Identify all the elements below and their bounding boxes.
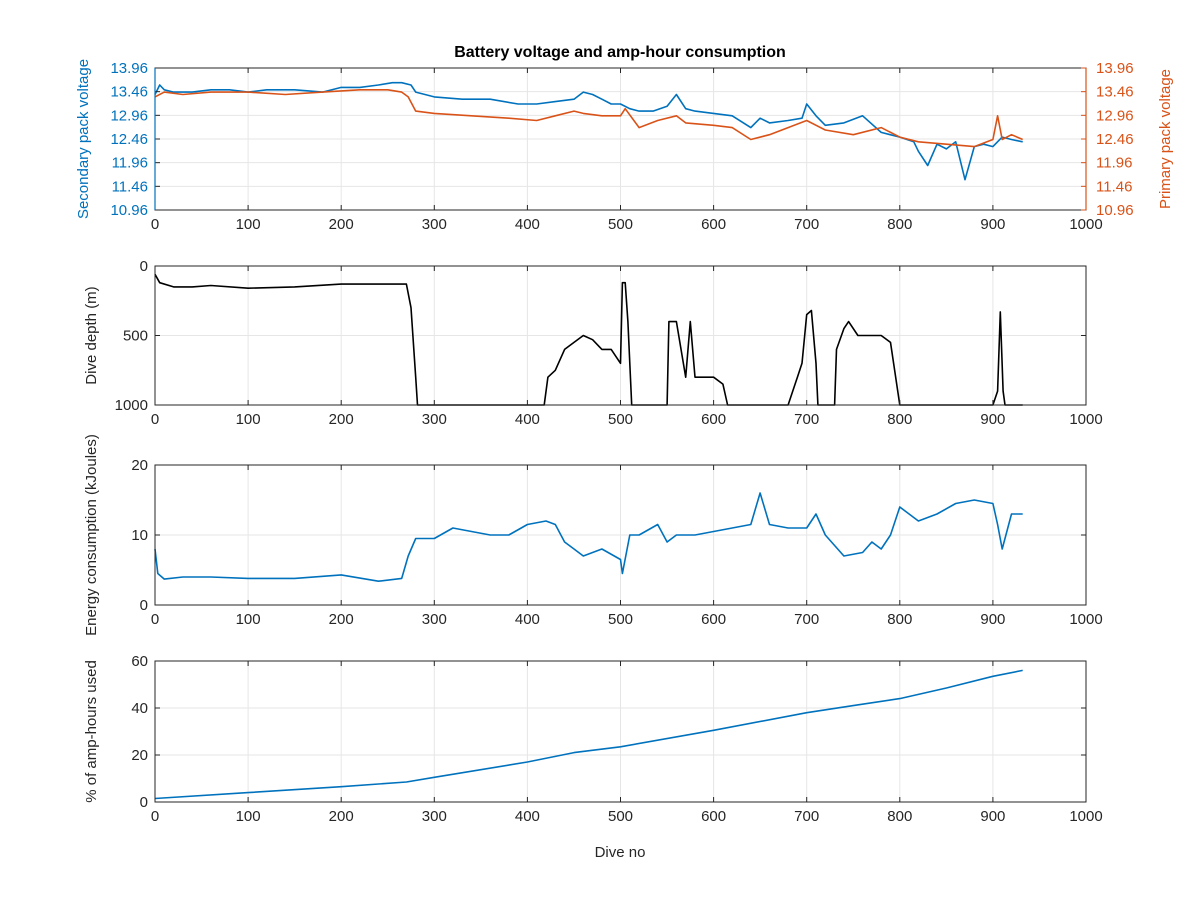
voltage-xtick-label: 100 — [236, 216, 261, 233]
voltage-xtick-label: 600 — [701, 216, 726, 233]
depth-xtick-label: 200 — [329, 411, 354, 428]
depth-xtick-label: 1000 — [1069, 411, 1102, 428]
voltage-ytick-label: 10.96 — [110, 202, 148, 219]
energy-xtick-label: 400 — [515, 611, 540, 628]
voltage-right-ytick-label: 13.96 — [1096, 60, 1134, 77]
amphours-xtick-label: 200 — [329, 808, 354, 825]
voltage-xtick-label: 800 — [887, 216, 912, 233]
voltage-ytick-label: 11.46 — [112, 178, 148, 195]
depth-xtick-label: 300 — [422, 411, 447, 428]
amphours-series-line — [154, 669, 1023, 800]
energy-ytick-label: 0 — [140, 597, 148, 614]
energy-xtick-label: 600 — [701, 611, 726, 628]
voltage-right-ytick-label: 11.46 — [1096, 178, 1132, 195]
voltage-right-ytick-label: 13.46 — [1096, 84, 1134, 101]
x-axis-label: Dive no — [595, 844, 646, 861]
voltage-ytick-label: 12.46 — [110, 131, 148, 148]
voltage-ytick-label: 13.46 — [110, 84, 148, 101]
depth-ytick-label: 1000 — [115, 397, 148, 414]
energy-xtick-label: 900 — [980, 611, 1005, 628]
voltage-series-line-left — [154, 81, 1023, 181]
depth-xtick-label: 100 — [236, 411, 261, 428]
voltage-right-ytick-label: 11.96 — [1096, 155, 1132, 172]
voltage-xtick-label: 700 — [794, 216, 819, 233]
amphours-ytick-label: 40 — [131, 700, 148, 717]
depth-xtick-label: 500 — [608, 411, 633, 428]
voltage-ytick-label: 12.96 — [110, 107, 148, 124]
voltage-right-ytick-label: 10.96 — [1096, 202, 1134, 219]
energy-xtick-label: 0 — [151, 611, 159, 628]
depth-xtick-label: 700 — [794, 411, 819, 428]
voltage-right-ytick-label: 12.96 — [1096, 107, 1134, 124]
depth-xtick-label: 400 — [515, 411, 540, 428]
energy-xtick-label: 800 — [887, 611, 912, 628]
amphours-xtick-label: 900 — [980, 808, 1005, 825]
depth-ytick-label: 500 — [123, 328, 148, 345]
energy-ylabel: Energy consumption (kJoules) — [83, 434, 100, 636]
voltage-xtick-label: 400 — [515, 216, 540, 233]
voltage-ytick-label: 11.96 — [112, 155, 148, 172]
amphours-ytick-label: 0 — [140, 794, 148, 811]
energy-panel: 0 100 200 300 400 500 600 700 800 900 1000 0 10 20 Ene… — [83, 434, 1103, 636]
depth-xtick-label: 0 — [151, 411, 159, 428]
energy-ytick-label: 10 — [131, 527, 148, 544]
depth-ytick-label: 0 — [140, 258, 148, 275]
voltage-xtick-label: 900 — [980, 216, 1005, 233]
depth-xtick-label: 600 — [701, 411, 726, 428]
voltage-xtick-label: 500 — [608, 216, 633, 233]
amphours-xtick-label: 0 — [151, 808, 159, 825]
energy-xtick-label: 300 — [422, 611, 447, 628]
voltage-xtick-label: 200 — [329, 216, 354, 233]
voltage-right-ytick-label: 12.46 — [1096, 131, 1134, 148]
energy-grid — [154, 464, 1087, 606]
depth-xtick-label: 800 — [887, 411, 912, 428]
voltage-xtick-label: 300 — [422, 216, 447, 233]
amphours-xtick-label: 1000 — [1069, 808, 1102, 825]
voltage-series-line-right — [154, 89, 1024, 148]
voltage-panel: 0 100 200 300 400 500 600 700 800 900 100010.9611.… — [75, 59, 1174, 233]
depth-xtick-label: 900 — [980, 411, 1005, 428]
energy-xtick-label: 500 — [608, 611, 633, 628]
energy-xtick-label: 200 — [329, 611, 354, 628]
amphours-ytick-label: 20 — [131, 747, 148, 764]
energy-xtick-label: 700 — [794, 611, 819, 628]
voltage-xtick-label: 0 — [151, 216, 159, 233]
voltage-right-ylabel: Primary pack voltage — [1157, 69, 1174, 209]
energy-xtick-label: 100 — [236, 611, 261, 628]
depth-panel: 0 100 200 300 400 500 600 700 800 900 100005001000… — [83, 258, 1103, 428]
figure-title: Battery voltage and amp-hour consumption — [454, 44, 786, 61]
depth-series-line — [154, 273, 1023, 406]
amphours-xtick-label: 400 — [515, 808, 540, 825]
voltage-ytick-label: 13.96 — [110, 60, 148, 77]
energy-ytick-label: 20 — [131, 457, 148, 474]
energy-xtick-label: 1000 — [1069, 611, 1102, 628]
voltage-ylabel: Secondary pack voltage — [75, 59, 92, 219]
amphours-panel: 0 100 200 300 400 500 600 700 800 900 1000 0 20 40 60%… — [83, 653, 1103, 825]
depth-ylabel: Dive depth (m) — [83, 286, 100, 384]
energy-series-line — [154, 492, 1023, 583]
voltage-xtick-label: 1000 — [1069, 216, 1102, 233]
amphours-xtick-label: 500 — [608, 808, 633, 825]
amphours-xtick-label: 600 — [701, 808, 726, 825]
amphours-xtick-label: 800 — [887, 808, 912, 825]
amphours-grid — [154, 660, 1087, 803]
amphours-xtick-label: 700 — [794, 808, 819, 825]
amphours-xtick-label: 300 — [422, 808, 447, 825]
amphours-xtick-label: 100 — [236, 808, 261, 825]
amphours-ylabel: % of amp-hours used — [83, 660, 100, 803]
amphours-ytick-label: 60 — [131, 653, 148, 670]
